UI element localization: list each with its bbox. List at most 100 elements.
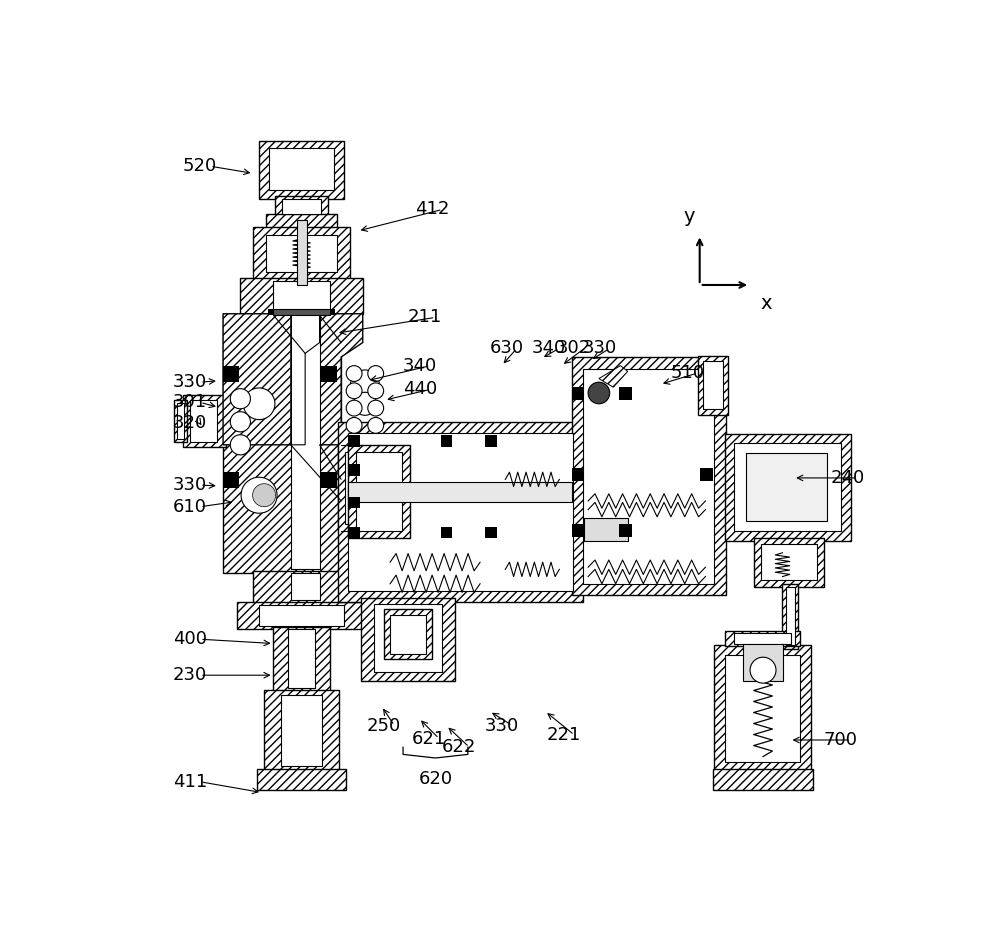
Circle shape — [750, 657, 776, 683]
Text: 510: 510 — [671, 364, 705, 381]
Circle shape — [230, 435, 250, 455]
Text: 230: 230 — [173, 667, 207, 684]
Bar — [266, 214, 337, 229]
Bar — [786, 587, 795, 645]
Text: 620: 620 — [418, 770, 453, 788]
Bar — [761, 544, 817, 580]
Bar — [698, 355, 728, 414]
Text: 520: 520 — [183, 157, 217, 175]
Text: 302: 302 — [557, 339, 591, 357]
Bar — [291, 317, 320, 569]
Bar — [348, 433, 573, 591]
Text: 221: 221 — [547, 726, 581, 744]
Bar — [584, 518, 628, 540]
Bar — [441, 527, 452, 539]
Bar — [356, 452, 402, 531]
Bar — [268, 309, 335, 315]
Circle shape — [353, 393, 376, 415]
Bar — [338, 422, 583, 602]
Bar — [253, 227, 350, 280]
Text: 622: 622 — [442, 739, 476, 756]
Text: 330: 330 — [173, 476, 207, 494]
Bar — [725, 655, 800, 762]
Text: 412: 412 — [415, 200, 450, 219]
Bar — [297, 221, 307, 285]
Circle shape — [346, 366, 362, 381]
Bar — [348, 482, 572, 502]
Bar — [269, 148, 334, 190]
Polygon shape — [223, 314, 363, 445]
Bar — [572, 524, 584, 537]
Bar — [734, 633, 791, 643]
Bar — [441, 436, 452, 447]
Bar — [619, 387, 632, 400]
Bar — [714, 645, 811, 771]
Text: 630: 630 — [489, 339, 524, 357]
Text: 610: 610 — [173, 497, 207, 516]
Circle shape — [368, 383, 384, 398]
Bar — [338, 445, 402, 531]
Text: 330: 330 — [485, 716, 519, 735]
Circle shape — [230, 389, 250, 409]
Bar — [259, 605, 344, 626]
Bar — [223, 472, 239, 488]
Bar — [583, 369, 714, 583]
Bar — [177, 403, 184, 439]
Circle shape — [368, 400, 384, 416]
Circle shape — [241, 477, 277, 513]
Text: 301: 301 — [173, 394, 207, 411]
Bar — [782, 583, 798, 649]
Text: 211: 211 — [408, 309, 442, 326]
Bar — [725, 434, 851, 540]
Bar — [190, 400, 217, 442]
Bar — [572, 387, 584, 400]
Bar — [485, 436, 497, 447]
Bar — [345, 452, 394, 524]
Text: 330: 330 — [582, 339, 617, 357]
Bar — [754, 539, 824, 587]
Text: x: x — [760, 294, 772, 312]
Bar — [700, 468, 713, 481]
Bar — [743, 643, 783, 681]
Bar — [390, 614, 426, 654]
Bar — [713, 769, 813, 790]
Bar — [291, 573, 320, 600]
Bar — [348, 465, 360, 476]
Bar — [253, 570, 350, 603]
Bar — [240, 278, 363, 314]
Bar — [361, 598, 455, 681]
Bar — [264, 690, 339, 771]
Bar — [703, 361, 723, 409]
Bar — [273, 281, 330, 310]
Bar — [183, 396, 226, 447]
Bar — [321, 367, 337, 382]
Circle shape — [346, 417, 362, 433]
Bar — [746, 453, 827, 521]
Bar — [619, 524, 632, 537]
Circle shape — [368, 366, 384, 381]
Bar — [282, 198, 321, 214]
Bar — [348, 527, 360, 539]
Circle shape — [351, 370, 379, 398]
Bar — [348, 445, 410, 539]
Text: 340: 340 — [403, 356, 437, 375]
Polygon shape — [291, 314, 320, 445]
Text: 440: 440 — [403, 381, 437, 398]
Bar — [257, 769, 346, 790]
Bar — [374, 604, 442, 672]
Text: 240: 240 — [831, 469, 865, 487]
Text: y: y — [684, 207, 695, 226]
Bar — [266, 235, 337, 272]
Bar — [259, 141, 344, 198]
Bar — [273, 309, 330, 315]
Bar — [288, 629, 315, 688]
Bar — [273, 627, 330, 692]
Bar — [348, 436, 360, 447]
Circle shape — [346, 383, 362, 398]
Circle shape — [588, 382, 610, 404]
Bar — [237, 602, 366, 629]
Bar — [725, 630, 800, 646]
Bar — [485, 527, 497, 539]
Bar — [734, 443, 841, 531]
Bar — [223, 314, 341, 573]
